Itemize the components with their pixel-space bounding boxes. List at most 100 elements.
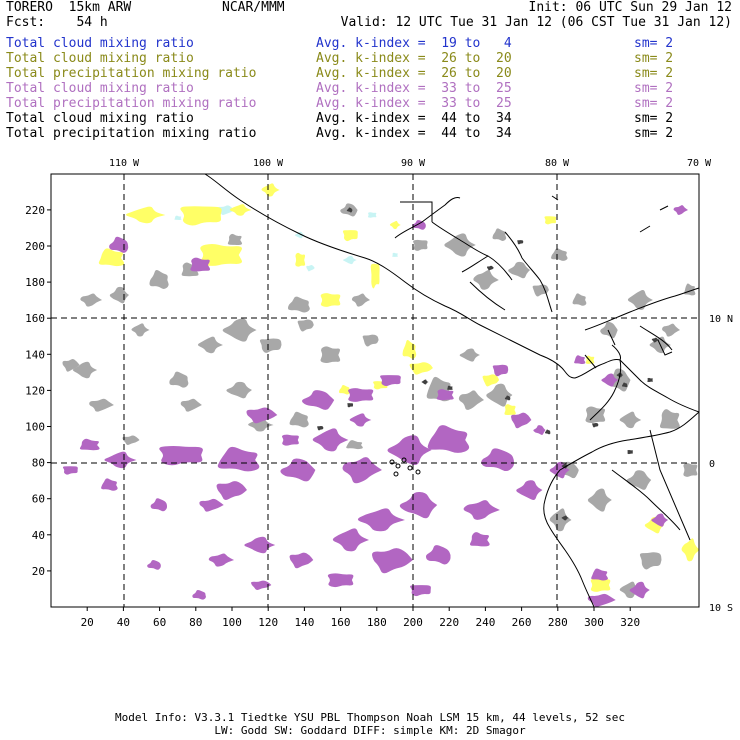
x-tick-label: 120 xyxy=(258,616,278,629)
cloud-high-kindex-patch xyxy=(662,323,680,337)
cloud-highest-kindex-patch xyxy=(516,480,543,501)
cloud-medium-kindex-patch xyxy=(126,206,166,224)
cloud-highest-kindex-patch xyxy=(327,573,354,588)
legend-sm: sm= 2 xyxy=(634,96,674,111)
cloud-medium-kindex-patch xyxy=(338,384,350,395)
y-tick-label: 180 xyxy=(25,276,45,289)
heavy-precip-spot xyxy=(317,426,324,431)
legend-field: Total cloud mixing ratio xyxy=(6,51,194,66)
cloud-highest-kindex-patch xyxy=(192,589,206,600)
cloud-medium-kindex-patch xyxy=(585,355,595,364)
legend-kindex: Avg. k-index = 44 to 34 xyxy=(316,126,512,141)
cloud-highest-kindex-patch xyxy=(427,425,470,453)
cloud-high-kindex-patch xyxy=(532,284,549,297)
cloud-high-kindex-patch xyxy=(346,440,363,450)
x-tick-label: 100 xyxy=(222,616,242,629)
legend-kindex: Avg. k-index = 44 to 34 xyxy=(316,111,512,126)
cloud-high-kindex-patch xyxy=(600,321,618,339)
cloud-high-kindex-patch xyxy=(297,319,314,332)
x-tick-label: 60 xyxy=(153,616,166,629)
y-tick-label: 20 xyxy=(32,565,45,578)
heavy-precip-spot xyxy=(592,423,599,428)
cloud-medium-kindex-patch xyxy=(590,578,611,592)
legend-field: Total precipitation mixing ratio xyxy=(6,66,257,81)
longitude-label: 90 W xyxy=(401,158,426,169)
y-tick-label: 60 xyxy=(32,493,45,506)
cloud-highest-kindex-patch xyxy=(651,513,669,527)
legend-sm: sm= 2 xyxy=(634,51,674,66)
cloud-high-kindex-patch xyxy=(320,346,341,363)
caribbean-coast xyxy=(551,195,669,233)
cloud-medium-kindex-patch xyxy=(295,252,306,267)
cloud-highest-kindex-patch xyxy=(159,446,203,466)
cloud-highest-kindex-patch xyxy=(357,508,405,532)
cloud-highest-kindex-patch xyxy=(629,581,650,599)
valid-time: Valid: 12 UTC Tue 31 Jan 12 (06 CST Tue … xyxy=(340,15,732,30)
cloud-highest-kindex-patch xyxy=(348,388,374,402)
cloud-highest-kindex-patch xyxy=(511,412,532,429)
cloud-highest-kindex-patch xyxy=(492,364,509,377)
cloud-medium-kindex-patch xyxy=(544,216,557,225)
x-tick-label: 140 xyxy=(294,616,314,629)
cloud-high-kindex-patch xyxy=(72,361,98,379)
cloud-highest-kindex-patch xyxy=(436,389,454,401)
heavy-precip-spot xyxy=(545,429,551,435)
y-tick-label: 140 xyxy=(25,348,45,361)
x-tick-label: 260 xyxy=(512,616,532,629)
galapagos-island xyxy=(393,471,399,477)
cloud-highest-kindex-patch xyxy=(244,536,276,554)
cloud-medium-kindex-patch xyxy=(200,243,243,266)
cloud-high-kindex-patch xyxy=(362,334,379,347)
galapagos-island xyxy=(401,457,407,463)
map-frame xyxy=(50,173,700,608)
legend-kindex: Avg. k-index = 19 to 4 xyxy=(316,36,512,51)
org-name: NCAR/MMM xyxy=(222,0,285,15)
cloud-highest-kindex-patch xyxy=(79,438,100,451)
longitude-label: 70 W xyxy=(687,158,712,169)
cloud-highest-kindex-patch xyxy=(332,528,369,552)
cloud-high-kindex-patch xyxy=(413,239,428,251)
cloud-high-kindex-patch xyxy=(180,398,202,412)
model-info-line2: LW: Godd SW: Goddard DIFF: simple KM: 2D… xyxy=(214,724,526,737)
cloud-high-kindex-patch xyxy=(131,323,150,337)
model-info-line1: Model Info: V3.3.1 Tiedtke YSU PBL Thomp… xyxy=(115,711,625,724)
cloud-highest-kindex-patch xyxy=(601,373,619,387)
cloud-highest-kindex-patch xyxy=(372,548,413,574)
cloud-high-kindex-patch xyxy=(683,463,698,477)
legend-sm: sm= 2 xyxy=(634,111,674,126)
cloud-medium-kindex-patch xyxy=(409,362,433,375)
cloud-medium-kindex-patch xyxy=(320,293,341,307)
cloud-medium-kindex-patch xyxy=(98,248,125,267)
cloud-high-kindex-patch xyxy=(473,270,499,290)
cloud-highest-kindex-patch xyxy=(533,425,546,435)
forecast-hour: Fcst: 54 h xyxy=(6,15,108,30)
galapagos-island xyxy=(389,459,395,465)
cloud-high-kindex-patch xyxy=(287,296,310,313)
cloud-highest-kindex-patch xyxy=(150,498,168,512)
cloud-medium-kindex-patch xyxy=(389,220,401,230)
cloud-highest-kindex-patch xyxy=(412,220,426,230)
cloud-high-kindex-patch xyxy=(222,318,257,342)
heavy-precip-spot xyxy=(504,395,511,401)
cloud-medium-kindex-patch xyxy=(229,204,252,216)
cloud-highest-kindex-patch xyxy=(217,446,260,472)
x-tick-label: 20 xyxy=(81,616,94,629)
longitude-label: 80 W xyxy=(545,158,570,169)
cloud-highest-kindex-patch xyxy=(463,500,500,520)
latitude-label: 10 S xyxy=(709,603,733,614)
cloud-highest-kindex-patch xyxy=(109,236,129,253)
x-tick-label: 40 xyxy=(117,616,130,629)
legend-field: Total precipitation mixing ratio xyxy=(6,126,257,141)
longitude-label: 100 W xyxy=(253,158,284,169)
x-tick-label: 180 xyxy=(367,616,387,629)
legend-sm: sm= 2 xyxy=(634,81,674,96)
cloud-highest-kindex-patch xyxy=(104,451,137,469)
cloud-highest-kindex-patch xyxy=(251,580,272,590)
cloud-high-kindex-patch xyxy=(486,383,513,407)
cloud-highest-kindex-patch xyxy=(281,434,299,446)
cloud-highest-kindex-patch xyxy=(199,498,224,512)
y-tick-label: 200 xyxy=(25,240,45,253)
cloud-high-kindex-patch xyxy=(549,508,572,532)
legend-kindex: Avg. k-index = 33 to 25 xyxy=(316,81,512,96)
